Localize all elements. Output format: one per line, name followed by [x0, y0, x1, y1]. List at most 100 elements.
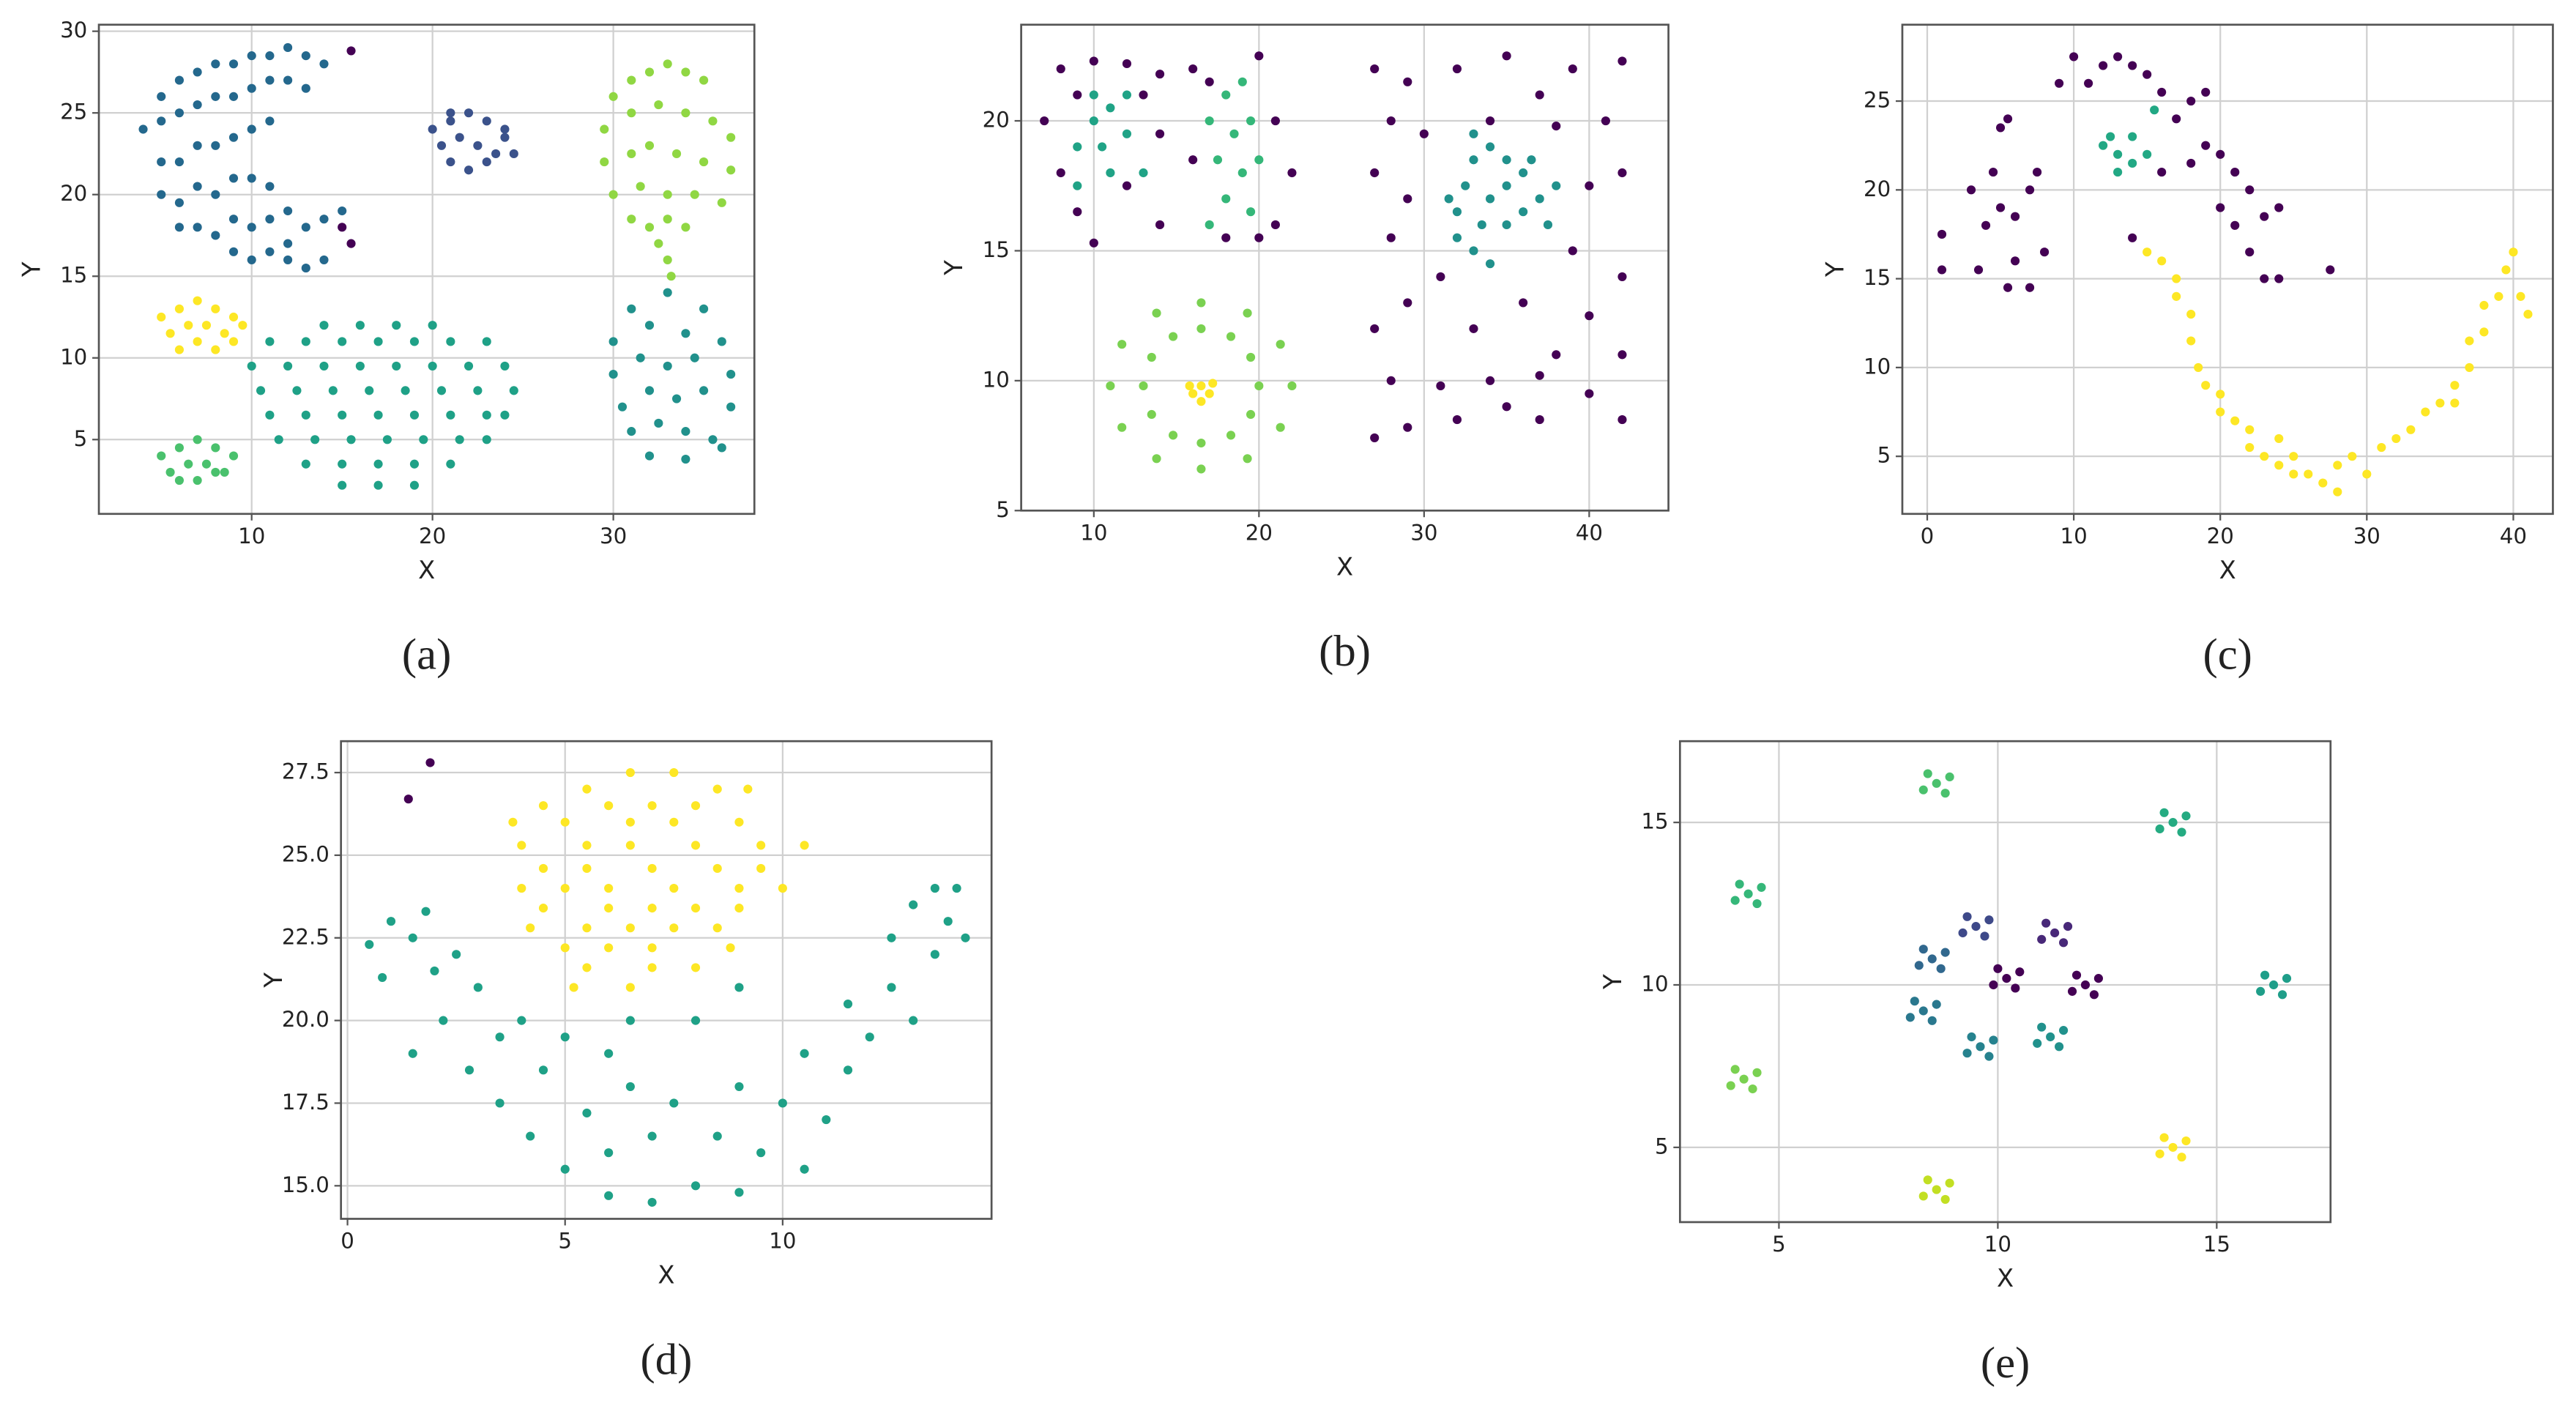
- y-tick-label: 10: [1641, 972, 1668, 997]
- scatter-point: [636, 182, 645, 191]
- y-axis-label: Y: [939, 260, 968, 276]
- scatter-point: [1106, 103, 1115, 113]
- scatter-point: [1188, 64, 1198, 74]
- scatter-point: [726, 133, 736, 142]
- scatter-point: [1106, 381, 1115, 391]
- scatter-point: [2080, 980, 2091, 990]
- scatter-point: [2015, 967, 2025, 977]
- scatter-point: [2318, 478, 2328, 488]
- scatter-point: [193, 67, 202, 77]
- scatter-point: [1918, 945, 1928, 954]
- scatter-point: [2172, 114, 2181, 124]
- scatter-point: [1945, 772, 1954, 782]
- scatter-point: [2245, 248, 2255, 257]
- x-tick-label: 30: [1410, 520, 1437, 545]
- scatter-point: [843, 1065, 853, 1075]
- scatter-point: [517, 1016, 526, 1025]
- scatter-point: [265, 116, 275, 126]
- scatter-point: [211, 59, 220, 69]
- scatter-point: [2157, 256, 2167, 266]
- scatter-point: [495, 1032, 505, 1042]
- scatter-point: [930, 950, 939, 959]
- scatter-point: [1169, 431, 1178, 440]
- scatter-point: [1932, 1185, 1941, 1194]
- scatter-point: [669, 923, 679, 933]
- scatter-point: [604, 1148, 614, 1158]
- scatter-point: [2494, 291, 2504, 301]
- scatter-point: [1152, 454, 1161, 464]
- scatter-point: [2155, 1149, 2164, 1158]
- scatter-point: [1169, 332, 1178, 341]
- scatter-point: [2177, 827, 2186, 837]
- scatter-point: [690, 190, 699, 199]
- scatter-point: [1962, 912, 1972, 921]
- scatter-point: [1519, 207, 1528, 217]
- y-tick-label: 30: [60, 18, 87, 42]
- scatter-point: [228, 312, 239, 322]
- scatter-point: [1370, 168, 1380, 178]
- scatter-point: [2186, 310, 2196, 319]
- scatter-point: [455, 435, 464, 444]
- scatter-point: [1502, 402, 1511, 412]
- scatter-point: [174, 475, 184, 485]
- scatter-point: [1205, 389, 1214, 398]
- scatter-point: [671, 149, 682, 159]
- scatter-point: [138, 124, 148, 134]
- scatter-point: [2450, 398, 2460, 408]
- x-tick-label: 30: [600, 524, 627, 548]
- scatter-point: [338, 480, 347, 490]
- scatter-point: [756, 1148, 766, 1158]
- scatter-point: [943, 917, 953, 926]
- scatter-point: [1618, 56, 1627, 66]
- x-tick-label: 30: [2353, 524, 2380, 548]
- scatter-point: [560, 883, 570, 893]
- scatter-point: [2128, 233, 2137, 242]
- x-tick-label: 20: [1246, 520, 1273, 545]
- y-tick-label: 20.0: [282, 1007, 330, 1032]
- scatter-point: [301, 337, 310, 346]
- scatter-point: [604, 904, 614, 913]
- scatter-point: [1452, 233, 1462, 242]
- scatter-point: [627, 108, 636, 118]
- scatter-point: [1502, 181, 1511, 190]
- scatter-point: [1932, 778, 1941, 788]
- scatter-point: [681, 67, 690, 77]
- scatter-point: [2055, 1042, 2064, 1052]
- x-tick-label: 40: [1576, 520, 1603, 545]
- scatter-point: [887, 983, 896, 992]
- scatter-point: [346, 239, 356, 248]
- scatter-point: [419, 435, 428, 444]
- scatter-point: [2177, 1153, 2186, 1162]
- plot-frame: [1901, 23, 2554, 516]
- scatter-point: [636, 353, 645, 362]
- scatter-point: [625, 817, 635, 827]
- x-tick-label: 5: [558, 1228, 572, 1253]
- scatter-point: [1461, 181, 1470, 190]
- scatter-point: [319, 321, 329, 330]
- scatter-point: [1188, 389, 1198, 398]
- caption: (a): [402, 630, 451, 680]
- scatter-point: [671, 394, 682, 403]
- y-tick-label: 15.0: [282, 1172, 330, 1197]
- y-tick-label: 20: [60, 181, 87, 206]
- scatter-point: [1155, 220, 1165, 230]
- scatter-point: [319, 255, 329, 265]
- scatter-point: [2186, 96, 2196, 106]
- scatter-point: [526, 923, 535, 933]
- scatter-point: [247, 361, 256, 371]
- scatter-point: [778, 883, 787, 893]
- scatter-point: [301, 410, 310, 420]
- scatter-point: [1386, 116, 1396, 126]
- scatter-point: [2523, 310, 2533, 319]
- scatter-point: [2143, 248, 2152, 257]
- scatter-point: [1502, 51, 1511, 61]
- scatter-point: [1923, 1175, 1932, 1185]
- scatter-point: [1910, 997, 1919, 1006]
- scatter-point: [2501, 265, 2511, 275]
- scatter-point: [617, 402, 628, 412]
- y-tick-label: 20: [983, 108, 1010, 133]
- scatter-point: [1585, 389, 1594, 398]
- scatter-point: [174, 304, 184, 313]
- scatter-point: [1988, 167, 1998, 177]
